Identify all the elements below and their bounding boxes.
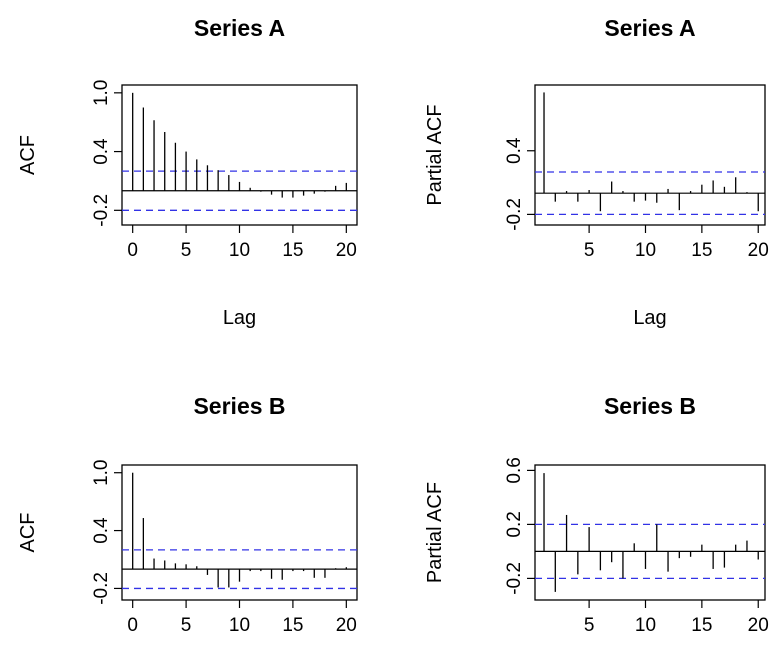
- y-tick-label: -0.2: [91, 194, 112, 227]
- y-tick-label: 0.2: [504, 511, 525, 537]
- panel-title: Series B: [193, 393, 285, 419]
- y-tick-label: -0.2: [91, 572, 112, 605]
- y-tick-label: 0.4: [504, 137, 525, 164]
- x-tick-label: 0: [127, 240, 138, 261]
- y-tick-label: 0.4: [91, 517, 112, 544]
- x-tick-label: 15: [282, 615, 303, 636]
- y-tick-label: 0.6: [504, 457, 525, 483]
- x-tick-label: 5: [584, 615, 595, 636]
- y-axis-label: ACF: [17, 135, 39, 175]
- x-tick-label: 0: [127, 615, 138, 636]
- x-axis-label: Lag: [223, 307, 256, 329]
- x-tick-label: 5: [181, 615, 192, 636]
- x-tick-label: 5: [181, 240, 192, 261]
- y-tick-label: 1.0: [91, 80, 112, 106]
- x-tick-label: 5: [584, 240, 595, 261]
- plot-frame: [534, 84, 766, 226]
- x-tick-label: 15: [691, 615, 712, 636]
- plot-frame: [121, 84, 358, 226]
- y-tick-label: 1.0: [91, 460, 112, 486]
- panel-title: Series A: [194, 15, 285, 41]
- panel-3: Series B ACF 0 5 10 15 20 -0.2 0.4 1.0: [17, 393, 358, 636]
- panel-1: Series A ACF Lag 0 5 10 15 20 -0.2 0.4 1.0: [17, 15, 358, 329]
- y-axis-label: ACF: [17, 513, 39, 553]
- y-axis-label: Partial ACF: [424, 482, 446, 583]
- x-axis-label: Lag: [633, 307, 666, 329]
- x-tick-label: 10: [635, 615, 656, 636]
- plot-frame: [534, 464, 766, 601]
- x-tick-label: 15: [282, 240, 303, 261]
- x-tick-label: 20: [336, 240, 357, 261]
- y-axis-label: Partial ACF: [424, 104, 446, 205]
- panel-title: Series B: [604, 393, 696, 419]
- x-tick-label: 20: [748, 240, 769, 261]
- y-tick-label: -0.2: [504, 562, 525, 595]
- y-tick-label: -0.2: [504, 198, 525, 231]
- x-tick-label: 10: [229, 240, 250, 261]
- x-tick-label: 20: [336, 615, 357, 636]
- x-tick-label: 20: [748, 615, 769, 636]
- panel-4: Series B Partial ACF 5 10 15 20 -0.2 0.2 0.6: [424, 393, 769, 636]
- x-tick-label: 15: [691, 240, 712, 261]
- panel-title: Series A: [604, 15, 695, 41]
- x-tick-label: 10: [229, 615, 250, 636]
- panel-2: Series A Partial ACF Lag 5 10 15 20 -0.2 0.4: [424, 15, 769, 329]
- y-tick-label: 0.4: [91, 138, 112, 165]
- x-tick-label: 10: [635, 240, 656, 261]
